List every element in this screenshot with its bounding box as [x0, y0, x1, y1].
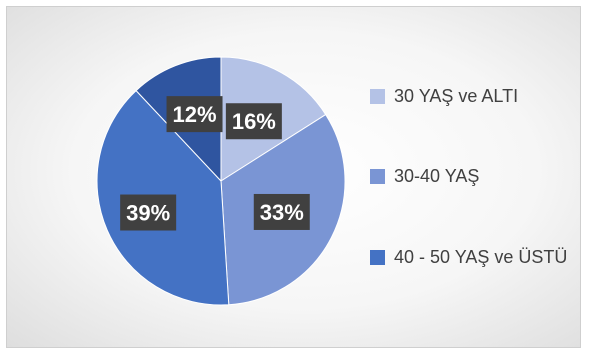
- legend-item-0: 30 YAŞ ve ALTI: [370, 86, 518, 107]
- legend-label-2: 40 - 50 YAŞ ve ÜSTÜ: [394, 247, 568, 267]
- data-label-text-3: 12%: [173, 102, 217, 127]
- legend-label-1: 30-40 YAŞ: [394, 166, 480, 186]
- legend-swatch-0: [370, 89, 385, 104]
- data-label-text-2: 39%: [126, 201, 170, 226]
- legend: 30 YAŞ ve ALTI 30-40 YAŞ 40 - 50 YAŞ ve …: [370, 0, 585, 356]
- data-label-box-0: [225, 103, 282, 140]
- data-label-text-1: 33%: [260, 200, 304, 225]
- legend-swatch-2: [370, 250, 385, 265]
- data-label-3: 12%: [166, 96, 223, 133]
- legend-swatch-1: [370, 169, 385, 184]
- data-label-box-3: [166, 96, 223, 133]
- data-label-box-2: [120, 194, 177, 231]
- legend-item-2: 40 - 50 YAŞ ve ÜSTÜ: [370, 247, 567, 268]
- data-label-text-0: 16%: [232, 109, 276, 134]
- legend-item-1: 30-40 YAŞ: [370, 166, 479, 187]
- data-label-box-1: [253, 193, 310, 230]
- data-label-0: 16%: [225, 103, 282, 140]
- data-label-1: 33%: [253, 193, 310, 230]
- legend-label-0: 30 YAŞ ve ALTI: [394, 86, 519, 106]
- data-label-2: 39%: [120, 194, 177, 231]
